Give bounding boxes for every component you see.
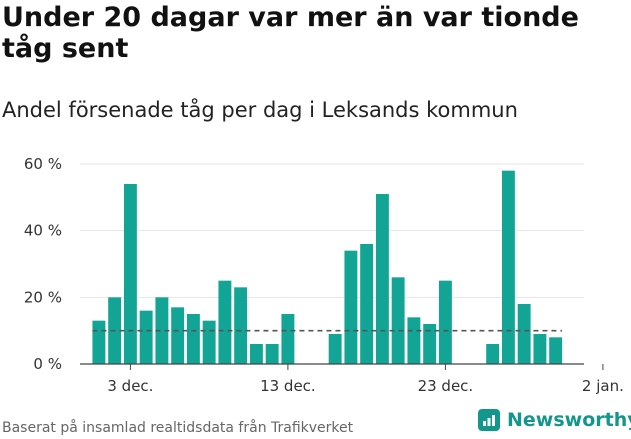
bar xyxy=(265,344,279,364)
bar xyxy=(423,324,437,364)
x-tick-label: 13 dec. xyxy=(260,377,316,395)
brand-logo[interactable]: Newsworthy xyxy=(477,408,631,432)
bar xyxy=(533,334,547,364)
newsworthy-logo-icon xyxy=(478,409,500,431)
bar xyxy=(391,277,405,364)
bar xyxy=(407,317,421,364)
bar xyxy=(438,280,452,364)
bar xyxy=(186,314,200,364)
bar xyxy=(139,310,153,364)
x-tick-label: 23 dec. xyxy=(418,377,474,395)
bar xyxy=(517,304,531,364)
bar-chart: 0 % 20 % 40 % 60 % 3 dec. 13 dec. 23 dec. 2 jan… xyxy=(24,155,624,395)
bar xyxy=(155,297,169,364)
bar xyxy=(501,170,515,364)
bar xyxy=(281,314,295,364)
bar xyxy=(171,307,185,364)
bar xyxy=(344,250,358,364)
bar xyxy=(360,244,374,364)
source-note: Baserat på insamlad realtidsdata från Tr… xyxy=(2,420,354,436)
bar xyxy=(234,287,248,364)
bar xyxy=(486,344,500,364)
bar xyxy=(549,337,563,364)
chart-title: Under 20 dagar var mer än var tionde tåg… xyxy=(2,2,579,64)
bar xyxy=(218,280,232,364)
x-tick-label: 2 jan. xyxy=(582,377,624,395)
y-tick-label: 20 % xyxy=(24,288,62,306)
y-tick-label: 60 % xyxy=(24,155,62,173)
y-tick-label: 0 % xyxy=(33,355,62,373)
x-tick-label: 3 dec. xyxy=(107,377,153,395)
bar xyxy=(123,184,137,364)
bar xyxy=(202,320,216,364)
brand-name: Newsworthy xyxy=(507,409,631,431)
chart-subtitle: Andel försenade tåg per dag i Leksands k… xyxy=(2,98,518,122)
bar xyxy=(375,194,389,364)
bar xyxy=(92,320,106,364)
bar xyxy=(249,344,263,364)
y-tick-label: 40 % xyxy=(24,222,62,240)
bar xyxy=(328,334,342,364)
